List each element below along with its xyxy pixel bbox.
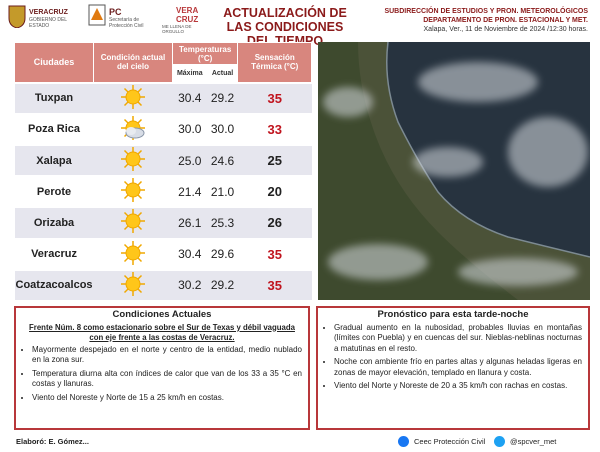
state-shield <box>8 5 26 28</box>
header-sky: Condición actual del cielo <box>93 42 173 83</box>
city: Perote <box>14 175 94 208</box>
current-temp: 21.0 <box>207 175 238 208</box>
max-temp: 21.4 <box>172 175 208 208</box>
pc-logo-subtitle: Secretaría de Protección Civil <box>109 17 144 29</box>
row: Orizaba 26.1 25.3 26 <box>14 206 312 239</box>
feels-like: 33 <box>237 112 312 145</box>
panel-title: Condiciones Actuales <box>112 309 212 320</box>
sky-icon <box>93 175 173 208</box>
max-temp: 30.4 <box>172 81 208 114</box>
row: Tuxpan 30.4 29.2 35 <box>14 81 312 114</box>
summary: Frente Núm. 8 como estacionario sobre el… <box>29 322 295 342</box>
state-logo-name: VERACRUZ <box>29 9 68 16</box>
bullet: Noche con ambiente frío en partes altas … <box>334 357 582 378</box>
bullet: Temperatura diurna alta con índices de c… <box>32 369 302 390</box>
sky-icon <box>93 237 173 270</box>
state-logo-subtitle: GOBIERNO DEL ESTADO <box>29 17 67 29</box>
brand-logo-name: VERA CRUZ <box>176 6 199 24</box>
bullet: Viento del Norte y Noreste de 20 a 35 km… <box>334 381 582 392</box>
city: Veracruz <box>14 237 94 270</box>
header-current: Actual <box>206 64 239 83</box>
city: Coatzacoalcos <box>14 268 94 300</box>
twitter-icon <box>494 436 505 447</box>
max-temp: 26.1 <box>172 206 208 239</box>
current-temp: 30.0 <box>207 112 238 145</box>
max-temp: 30.2 <box>172 268 208 300</box>
agency-line: SUBDIRECCIÓN DE ESTUDIOS Y PRON. METEORO… <box>384 8 588 15</box>
feels-like: 26 <box>237 206 312 239</box>
city: Orizaba <box>14 206 94 239</box>
satellite-image <box>318 42 590 300</box>
bullet-list: Mayormente despejado en el norte y centr… <box>22 345 302 404</box>
max-temp: 30.0 <box>172 112 208 145</box>
author: Elaboró: E. Gómez... <box>16 437 89 446</box>
row: Perote 21.4 21.0 20 <box>14 175 312 208</box>
current-temp: 24.6 <box>207 143 238 177</box>
feels-like: 35 <box>237 268 312 300</box>
current-conditions: Condiciones Actuales Frente Núm. 8 como … <box>14 306 310 430</box>
brand-logo-subtitle: ME LLENA DE ORGULLO <box>162 24 192 34</box>
agency-info: SUBDIRECCIÓN DE ESTUDIOS Y PRON. METEORO… <box>360 7 588 34</box>
header-city: Ciudades <box>13 42 95 83</box>
header-temps: Temperaturas (°C) <box>171 42 239 65</box>
feels-like: 20 <box>237 175 312 208</box>
max-temp: 25.0 <box>172 143 208 177</box>
bullet: Mayormente despejado en el norte y centr… <box>32 345 302 366</box>
feels-like: 25 <box>237 143 312 177</box>
current-temp: 29.2 <box>207 268 238 300</box>
forecast: Pronóstico para esta tarde-noche Gradual… <box>316 306 590 430</box>
max-temp: 30.4 <box>172 237 208 270</box>
header-max: Máxima <box>171 64 208 83</box>
current-temp: 25.3 <box>207 206 238 239</box>
agency-line: DEPARTAMENTO DE PRON. ESTACIONAL Y MET. <box>423 17 588 24</box>
facebook-icon <box>398 436 409 447</box>
row: Veracruz 30.4 29.6 35 <box>14 237 312 270</box>
bullet: Gradual aumento en la nubosidad, probabl… <box>334 323 582 355</box>
current-temp: 29.2 <box>207 81 238 114</box>
weather-table: Ciudades Condición actual del cielo Temp… <box>13 42 312 300</box>
current-temp: 29.6 <box>207 237 238 270</box>
city: Xalapa <box>14 143 94 177</box>
sky-icon <box>93 206 173 239</box>
twitter-account[interactable]: @spcver_met <box>510 437 557 446</box>
city: Tuxpan <box>14 81 94 114</box>
brand-logo-text: VERA CRUZ ME LLENA DE ORGULLO <box>162 6 212 34</box>
footer: Elaboró: E. Gómez... Ceec Protección Civ… <box>14 434 590 450</box>
pc-logo-name: PC <box>109 7 122 17</box>
agency-line: Xalapa, Ver., 11 de Noviembre de 2024 /1… <box>423 26 588 33</box>
row: Coatzacoalcos 30.2 29.2 35 <box>14 268 312 300</box>
bullet: Viento del Noreste y Norte de 15 a 25 km… <box>32 393 302 404</box>
feels-like: 35 <box>237 237 312 270</box>
panel-title: Pronóstico para esta tarde-noche <box>377 309 529 320</box>
feels-like: 35 <box>237 81 312 114</box>
city: Poza Rica <box>14 112 94 145</box>
header-feels: Sensación Térmica (°C) <box>237 42 312 83</box>
sky-icon <box>93 143 173 177</box>
sky-icon <box>93 268 173 300</box>
facebook-account[interactable]: Ceec Protección Civil <box>414 437 486 446</box>
pc-emblem <box>88 4 106 26</box>
bullet-list: Gradual aumento en la nubosidad, probabl… <box>324 323 582 392</box>
sky-icon <box>93 112 173 145</box>
row: Xalapa 25.0 24.6 25 <box>14 143 312 177</box>
sky-icon <box>93 81 173 114</box>
row: Poza Rica 30.0 30.0 33 <box>14 112 312 145</box>
